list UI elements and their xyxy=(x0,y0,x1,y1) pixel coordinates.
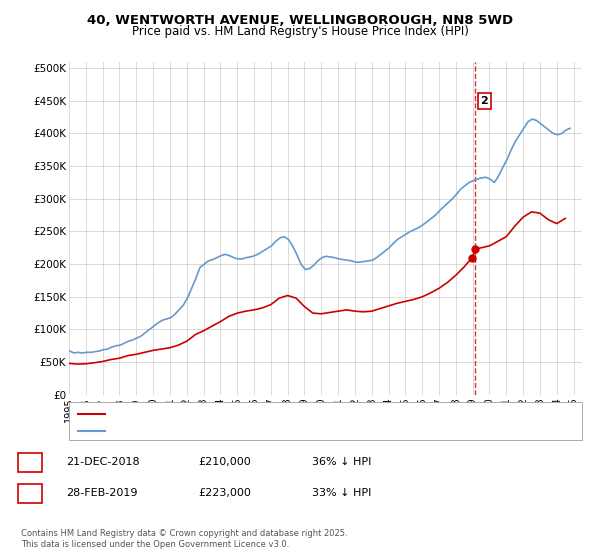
Text: 40, WENTWORTH AVENUE, WELLINGBOROUGH, NN8 5WD (detached house): 40, WENTWORTH AVENUE, WELLINGBOROUGH, NN… xyxy=(111,409,482,419)
Text: Contains HM Land Registry data © Crown copyright and database right 2025.
This d: Contains HM Land Registry data © Crown c… xyxy=(21,529,347,549)
Text: 1: 1 xyxy=(26,457,34,467)
Text: 21-DEC-2018: 21-DEC-2018 xyxy=(66,457,140,467)
Text: 33% ↓ HPI: 33% ↓ HPI xyxy=(312,488,371,498)
Text: 2: 2 xyxy=(26,488,34,498)
Text: HPI: Average price, detached house, North Northamptonshire: HPI: Average price, detached house, Nort… xyxy=(111,426,412,436)
Text: £223,000: £223,000 xyxy=(198,488,251,498)
Text: 40, WENTWORTH AVENUE, WELLINGBOROUGH, NN8 5WD: 40, WENTWORTH AVENUE, WELLINGBOROUGH, NN… xyxy=(87,14,513,27)
Text: £210,000: £210,000 xyxy=(198,457,251,467)
Text: 36% ↓ HPI: 36% ↓ HPI xyxy=(312,457,371,467)
Text: Price paid vs. HM Land Registry's House Price Index (HPI): Price paid vs. HM Land Registry's House … xyxy=(131,25,469,38)
Text: 28-FEB-2019: 28-FEB-2019 xyxy=(66,488,137,498)
Text: 2: 2 xyxy=(481,96,488,106)
